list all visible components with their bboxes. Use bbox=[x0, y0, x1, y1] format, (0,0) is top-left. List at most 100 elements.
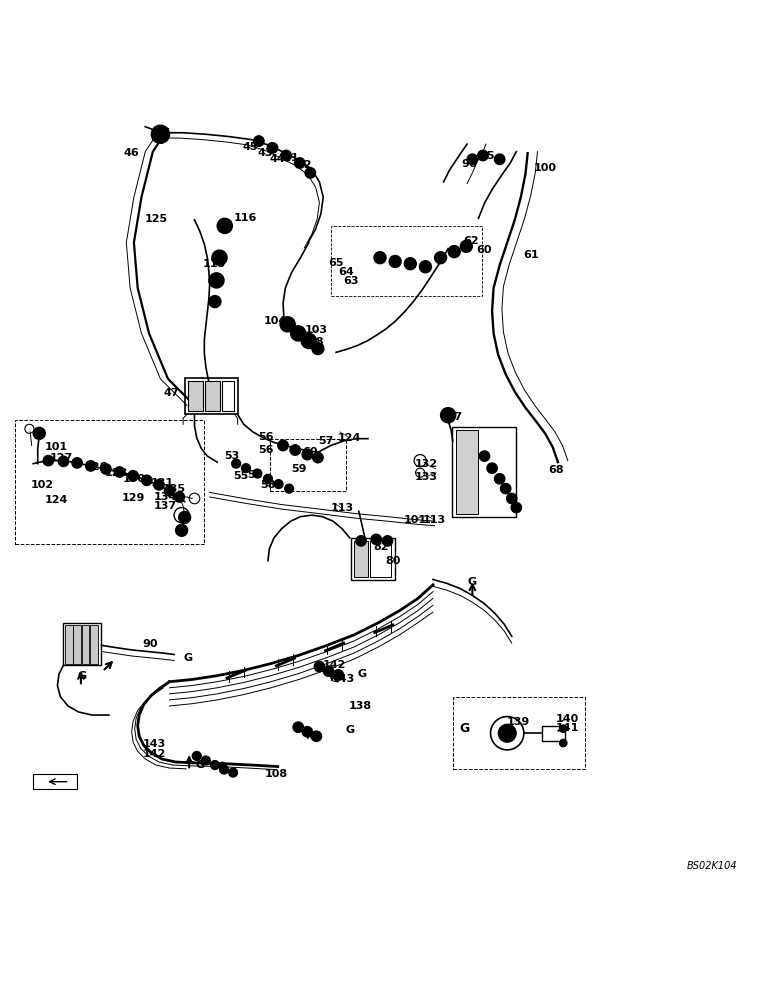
Circle shape bbox=[280, 150, 291, 161]
Circle shape bbox=[389, 255, 401, 268]
Circle shape bbox=[382, 536, 393, 546]
Text: 96: 96 bbox=[461, 159, 477, 169]
Circle shape bbox=[311, 731, 321, 742]
Bar bbox=[370, 541, 391, 577]
Circle shape bbox=[511, 502, 521, 513]
Text: 59: 59 bbox=[291, 464, 307, 474]
Circle shape bbox=[141, 475, 152, 486]
Circle shape bbox=[302, 726, 312, 737]
Text: 132: 132 bbox=[415, 459, 438, 469]
Text: 139: 139 bbox=[506, 717, 530, 727]
Bar bbox=[453, 697, 585, 769]
Text: 45: 45 bbox=[242, 142, 258, 152]
Circle shape bbox=[356, 536, 366, 546]
Circle shape bbox=[174, 492, 185, 502]
Circle shape bbox=[290, 445, 300, 455]
Text: 42: 42 bbox=[296, 160, 312, 170]
Text: 130: 130 bbox=[123, 474, 146, 484]
Text: G: G bbox=[357, 669, 366, 679]
Bar bbox=[15, 420, 204, 544]
Circle shape bbox=[500, 483, 511, 494]
Circle shape bbox=[301, 333, 316, 349]
Bar bbox=[81, 625, 89, 664]
Text: 101: 101 bbox=[44, 442, 68, 452]
Circle shape bbox=[290, 326, 306, 341]
Circle shape bbox=[179, 511, 191, 523]
Bar bbox=[205, 381, 220, 411]
Text: 60: 60 bbox=[477, 245, 492, 255]
Circle shape bbox=[254, 136, 264, 146]
Text: 142: 142 bbox=[143, 749, 166, 759]
Circle shape bbox=[494, 473, 505, 484]
Circle shape bbox=[461, 240, 473, 252]
Circle shape bbox=[232, 459, 241, 468]
Text: G: G bbox=[468, 577, 477, 587]
Text: 140: 140 bbox=[556, 714, 579, 724]
Text: G: G bbox=[78, 671, 87, 681]
Circle shape bbox=[506, 493, 517, 504]
Text: 46: 46 bbox=[124, 148, 140, 158]
Text: 108: 108 bbox=[264, 769, 288, 779]
Circle shape bbox=[498, 724, 516, 742]
Bar bbox=[33, 774, 77, 789]
Text: 68: 68 bbox=[549, 465, 564, 475]
Circle shape bbox=[209, 273, 224, 288]
Circle shape bbox=[277, 440, 288, 451]
Circle shape bbox=[209, 296, 221, 308]
Bar bbox=[65, 625, 72, 664]
Circle shape bbox=[371, 534, 382, 545]
Text: 102: 102 bbox=[30, 480, 54, 490]
Circle shape bbox=[374, 252, 386, 264]
Circle shape bbox=[435, 252, 447, 264]
Text: 60: 60 bbox=[302, 447, 318, 457]
Text: 100: 100 bbox=[534, 163, 556, 173]
Text: 128: 128 bbox=[105, 468, 128, 478]
Circle shape bbox=[448, 246, 461, 258]
Text: 133: 133 bbox=[415, 472, 438, 482]
Circle shape bbox=[486, 463, 497, 473]
Text: BS02K104: BS02K104 bbox=[687, 861, 737, 871]
Text: 65: 65 bbox=[328, 258, 344, 268]
Circle shape bbox=[100, 464, 111, 474]
Circle shape bbox=[128, 470, 138, 481]
Text: 43: 43 bbox=[257, 148, 273, 158]
Circle shape bbox=[192, 751, 201, 760]
Text: 80: 80 bbox=[385, 556, 401, 566]
Text: 127: 127 bbox=[49, 453, 73, 463]
Circle shape bbox=[217, 218, 233, 233]
Circle shape bbox=[176, 524, 188, 536]
Bar bbox=[73, 625, 81, 664]
Circle shape bbox=[333, 670, 344, 680]
Text: G: G bbox=[183, 653, 192, 663]
Text: 90: 90 bbox=[142, 639, 157, 649]
Text: G: G bbox=[196, 760, 205, 770]
Text: 104: 104 bbox=[264, 316, 287, 326]
Circle shape bbox=[559, 739, 567, 747]
Text: 56: 56 bbox=[258, 432, 274, 442]
Circle shape bbox=[467, 154, 478, 165]
Text: 138: 138 bbox=[349, 701, 372, 711]
Bar bbox=[188, 381, 203, 411]
Text: 126: 126 bbox=[85, 462, 109, 472]
Circle shape bbox=[164, 486, 175, 496]
Text: 115: 115 bbox=[203, 259, 226, 269]
Bar bbox=[90, 625, 97, 664]
Circle shape bbox=[212, 250, 227, 265]
Circle shape bbox=[59, 456, 69, 467]
Text: 82: 82 bbox=[374, 542, 389, 552]
Circle shape bbox=[323, 666, 334, 676]
Circle shape bbox=[302, 449, 312, 460]
Circle shape bbox=[420, 261, 432, 273]
Circle shape bbox=[85, 461, 96, 471]
Text: 137: 137 bbox=[439, 412, 463, 422]
Circle shape bbox=[305, 168, 315, 178]
Text: 41: 41 bbox=[283, 153, 299, 163]
Text: 54: 54 bbox=[247, 470, 263, 480]
Circle shape bbox=[294, 158, 305, 168]
Text: 44: 44 bbox=[269, 154, 285, 164]
Circle shape bbox=[480, 451, 489, 461]
Circle shape bbox=[43, 455, 54, 466]
Text: 95: 95 bbox=[480, 151, 496, 161]
Circle shape bbox=[211, 760, 220, 770]
Text: 55: 55 bbox=[233, 471, 249, 481]
